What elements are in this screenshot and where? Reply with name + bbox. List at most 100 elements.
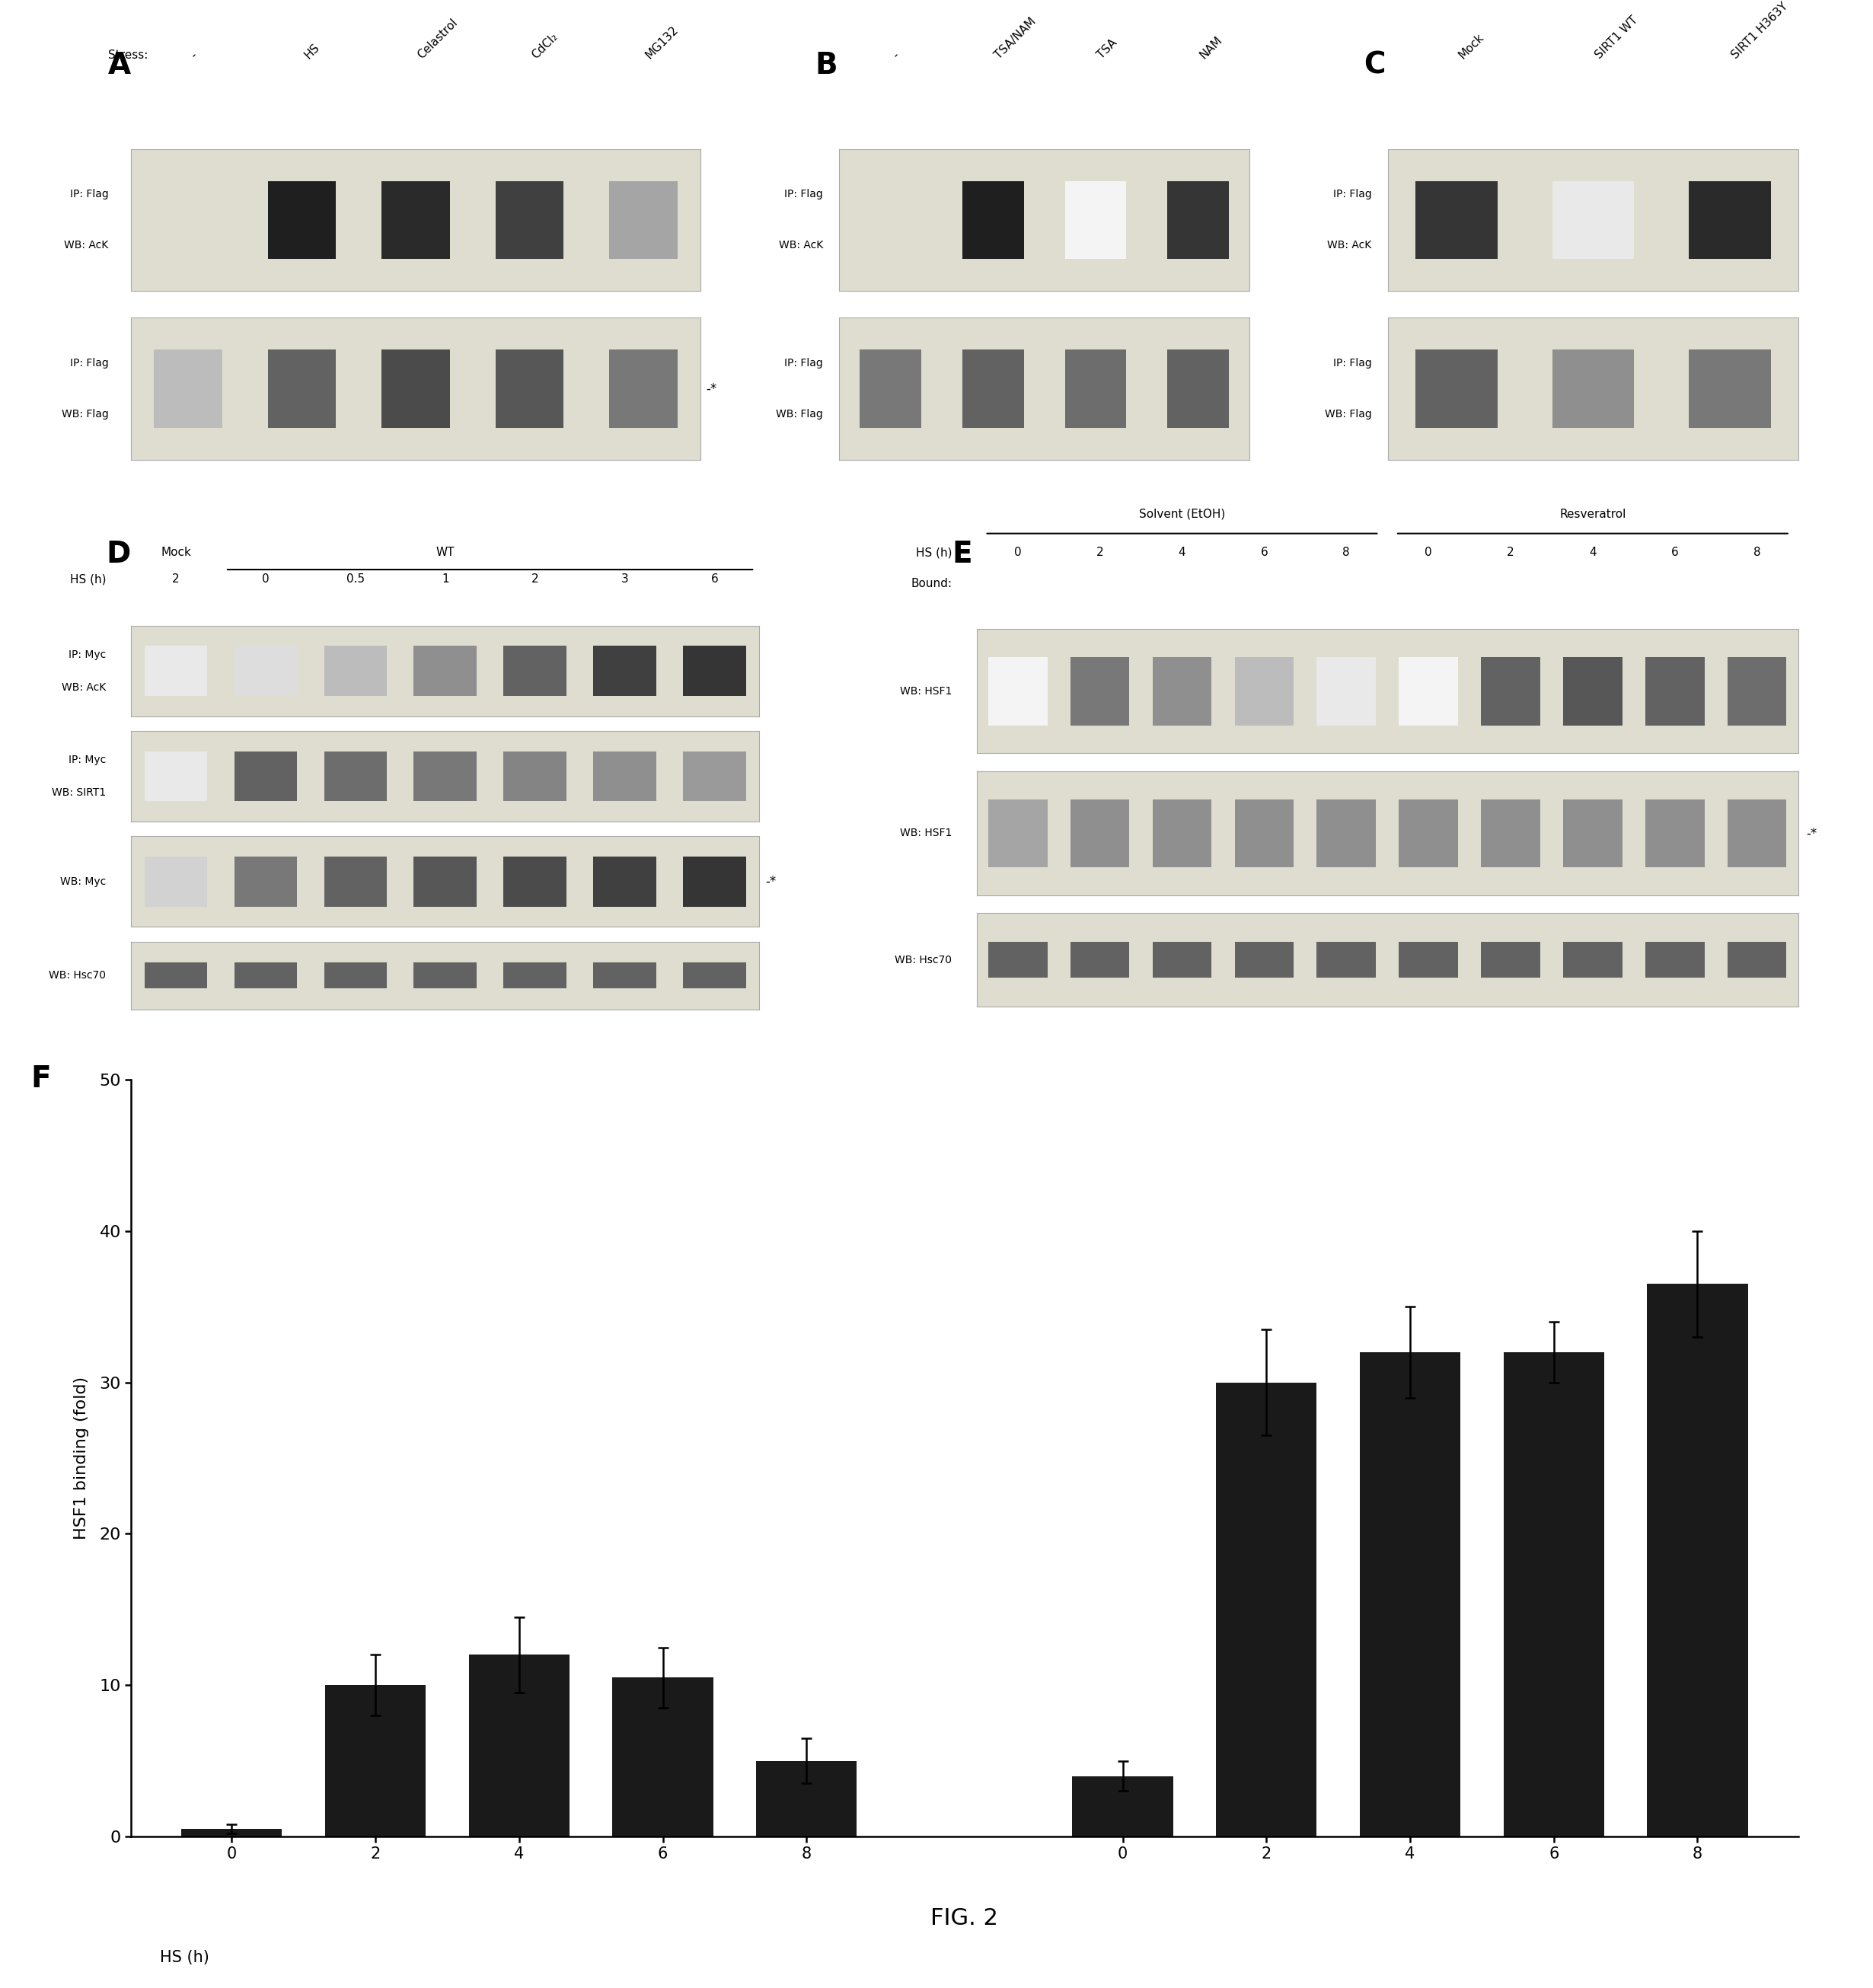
Bar bbox=[414, 751, 476, 801]
Text: IP: Flag: IP: Flag bbox=[69, 358, 109, 368]
Text: WT: WT bbox=[436, 547, 455, 559]
Text: WB: HSF1: WB: HSF1 bbox=[899, 686, 951, 696]
Bar bbox=[504, 962, 566, 988]
Text: -: - bbox=[187, 50, 199, 62]
Bar bbox=[268, 350, 335, 427]
Bar bbox=[1069, 942, 1129, 978]
Text: Solvent (EtOH): Solvent (EtOH) bbox=[1139, 509, 1225, 519]
Bar bbox=[324, 646, 388, 696]
Text: WB: SIRT1: WB: SIRT1 bbox=[52, 787, 107, 797]
Text: NAM: NAM bbox=[1199, 34, 1225, 62]
Bar bbox=[234, 962, 298, 988]
Bar bbox=[154, 350, 223, 427]
Text: 0: 0 bbox=[1013, 547, 1021, 559]
Bar bbox=[1727, 658, 1787, 726]
Bar bbox=[234, 751, 298, 801]
Text: MG132: MG132 bbox=[644, 24, 680, 62]
Text: TSA: TSA bbox=[1096, 38, 1120, 62]
Text: WB: Myc: WB: Myc bbox=[60, 877, 107, 887]
Text: F: F bbox=[32, 1066, 51, 1093]
Bar bbox=[1069, 799, 1129, 867]
Text: CdCl₂: CdCl₂ bbox=[530, 30, 560, 62]
Text: IP: Flag: IP: Flag bbox=[69, 189, 109, 199]
Bar bbox=[234, 857, 298, 907]
Bar bbox=[234, 646, 298, 696]
Text: C: C bbox=[1364, 52, 1386, 80]
Text: WB: AcK: WB: AcK bbox=[64, 241, 109, 250]
Bar bbox=[963, 350, 1025, 427]
Text: A: A bbox=[109, 52, 131, 80]
Text: WB: AcK: WB: AcK bbox=[1328, 241, 1371, 250]
Bar bbox=[1399, 942, 1457, 978]
Text: -*: -* bbox=[1806, 827, 1817, 841]
Text: SIRT1 H363Y: SIRT1 H363Y bbox=[1731, 0, 1791, 62]
Y-axis label: HSF1 binding (fold): HSF1 binding (fold) bbox=[73, 1376, 88, 1539]
Bar bbox=[1727, 799, 1787, 867]
Bar bbox=[1317, 658, 1377, 726]
Text: IP: Myc: IP: Myc bbox=[69, 650, 107, 660]
Text: Bound:: Bound: bbox=[910, 579, 951, 588]
Bar bbox=[504, 751, 566, 801]
Text: -: - bbox=[890, 50, 901, 62]
Text: WB: AcK: WB: AcK bbox=[62, 682, 107, 692]
Text: Mock: Mock bbox=[1457, 32, 1485, 62]
Bar bbox=[324, 857, 388, 907]
Text: B: B bbox=[815, 52, 837, 80]
Text: 6: 6 bbox=[1261, 547, 1268, 559]
Bar bbox=[1064, 181, 1126, 258]
Bar bbox=[504, 857, 566, 907]
Bar bbox=[1167, 181, 1229, 258]
Text: WB: Flag: WB: Flag bbox=[62, 410, 109, 419]
Bar bbox=[1234, 942, 1294, 978]
Bar bbox=[989, 658, 1047, 726]
Text: -*: -* bbox=[706, 382, 717, 396]
Bar bbox=[1416, 181, 1498, 258]
Bar bbox=[468, 1654, 569, 1837]
Bar bbox=[609, 350, 678, 427]
Bar bbox=[1727, 942, 1787, 978]
Bar bbox=[1644, 658, 1704, 726]
Text: Celastrol: Celastrol bbox=[416, 16, 461, 62]
Text: TSA/NAM: TSA/NAM bbox=[993, 16, 1040, 62]
Bar bbox=[1069, 658, 1129, 726]
Text: HS: HS bbox=[302, 42, 322, 62]
Bar bbox=[989, 942, 1047, 978]
Bar bbox=[684, 646, 745, 696]
Bar bbox=[1064, 350, 1126, 427]
Bar bbox=[1317, 942, 1377, 978]
Bar bbox=[1482, 658, 1540, 726]
Bar bbox=[1482, 942, 1540, 978]
Text: Stress:: Stress: bbox=[109, 50, 148, 62]
Bar bbox=[496, 350, 564, 427]
Text: WB: AcK: WB: AcK bbox=[779, 241, 822, 250]
Text: WB: Hsc70: WB: Hsc70 bbox=[49, 970, 107, 980]
Bar bbox=[1644, 942, 1704, 978]
Bar bbox=[324, 751, 388, 801]
Bar bbox=[684, 962, 745, 988]
Bar bbox=[1564, 658, 1622, 726]
Bar bbox=[594, 751, 656, 801]
Text: 2: 2 bbox=[172, 573, 180, 584]
Bar bbox=[326, 1686, 425, 1837]
Text: -*: -* bbox=[766, 875, 777, 889]
Bar bbox=[989, 799, 1047, 867]
Bar bbox=[382, 181, 450, 258]
Text: IP: Flag: IP: Flag bbox=[1334, 358, 1371, 368]
Bar bbox=[1689, 350, 1770, 427]
Text: 0: 0 bbox=[1425, 547, 1433, 559]
Bar bbox=[1689, 181, 1770, 258]
Text: 0.5: 0.5 bbox=[347, 573, 365, 584]
Bar bbox=[144, 646, 208, 696]
Text: 8: 8 bbox=[1343, 547, 1350, 559]
Text: 1: 1 bbox=[442, 573, 450, 584]
Text: IP: Flag: IP: Flag bbox=[785, 358, 822, 368]
Text: 4: 4 bbox=[1178, 547, 1186, 559]
Bar bbox=[144, 962, 208, 988]
Bar bbox=[414, 962, 476, 988]
Bar bbox=[1553, 350, 1633, 427]
Text: WB: Flag: WB: Flag bbox=[1324, 410, 1371, 419]
Bar bbox=[1152, 942, 1212, 978]
Text: E: E bbox=[951, 541, 972, 569]
Bar bbox=[144, 751, 208, 801]
Bar bbox=[1317, 799, 1377, 867]
